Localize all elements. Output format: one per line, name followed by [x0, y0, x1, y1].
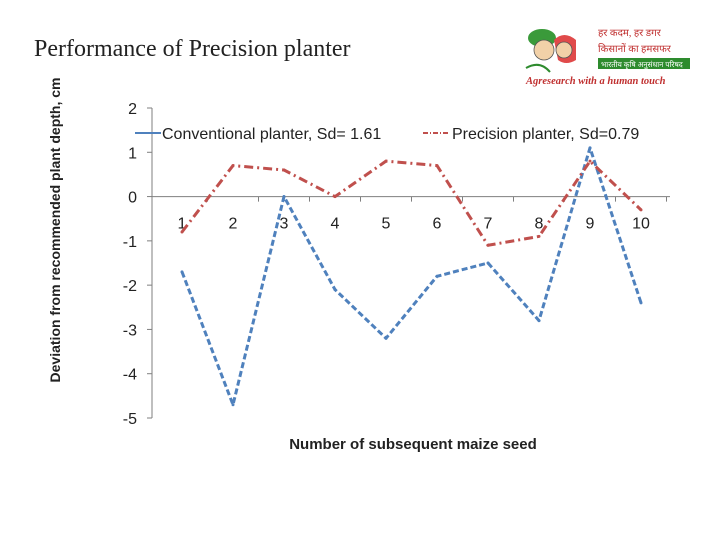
data-point: [639, 301, 643, 305]
x-tick-label: 5: [382, 216, 391, 233]
data-point: [231, 403, 235, 407]
logo-line-2: किसानों का हमसफर: [598, 43, 672, 55]
y-tick-label: -1: [123, 234, 137, 251]
data-point: [588, 159, 592, 163]
data-point: [231, 164, 235, 168]
series-line-1: [180, 146, 643, 407]
data-point: [333, 288, 337, 292]
x-tick-label: 7: [484, 216, 493, 233]
data-point: [282, 195, 286, 199]
x-tick-label: 10: [632, 216, 650, 233]
data-point: [333, 195, 337, 199]
chart-legend: Conventional planter, Sd= 1.61 Precision …: [135, 126, 639, 143]
y-tick-label: -2: [123, 278, 137, 295]
data-point: [180, 230, 184, 234]
slide-title: Performance of Precision planter: [34, 36, 351, 62]
legend-label-2: Precision planter, Sd=0.79: [452, 126, 639, 143]
icar-logo: हर कदम, हर डगर किसानों का हमसफर भारतीय क…: [525, 28, 690, 87]
x-axis-title: Number of subsequent maize seed: [289, 436, 537, 453]
data-point: [384, 336, 388, 340]
y-tick-label: 2: [128, 101, 137, 118]
x-tick-label: 6: [433, 216, 442, 233]
x-tick-label: 4: [331, 216, 340, 233]
data-point: [639, 208, 643, 212]
farmer-couple-icon: [528, 29, 576, 63]
y-axis-title: Deviation from recommended plant depth, …: [47, 78, 63, 383]
x-tick-label: 8: [535, 216, 544, 233]
data-point: [486, 243, 490, 247]
data-point: [486, 261, 490, 265]
chart-axes: 210-1-2-3-4-51 2 3 4 5 6 7 8 9 10: [123, 101, 670, 428]
x-tick-label: 3: [280, 216, 289, 233]
chart-series: [180, 146, 643, 407]
data-point: [435, 274, 439, 278]
data-point: [588, 146, 592, 150]
x-tick-label: 9: [586, 216, 595, 233]
y-tick-label: 0: [128, 190, 137, 207]
legend-label-1: Conventional planter, Sd= 1.61: [162, 126, 381, 143]
data-point: [537, 319, 541, 323]
data-point: [537, 234, 541, 238]
x-tick-label: 2: [229, 216, 238, 233]
logo-line-1: हर कदम, हर डगर: [598, 28, 662, 39]
x-tick-label: 1: [178, 216, 187, 233]
y-tick-label: -3: [123, 322, 137, 339]
logo-line-3: भारतीय कृषि अनुसंधान परिषद: [601, 60, 684, 70]
data-point: [435, 164, 439, 168]
y-tick-label: 1: [128, 145, 137, 162]
y-tick-label: -5: [123, 411, 137, 428]
logo-tagline: Agresearch with a human touch: [525, 76, 666, 87]
data-point: [282, 168, 286, 172]
y-tick-label: -4: [123, 367, 137, 384]
data-point: [180, 270, 184, 274]
series-line-2: [180, 159, 643, 247]
data-point: [384, 159, 388, 163]
